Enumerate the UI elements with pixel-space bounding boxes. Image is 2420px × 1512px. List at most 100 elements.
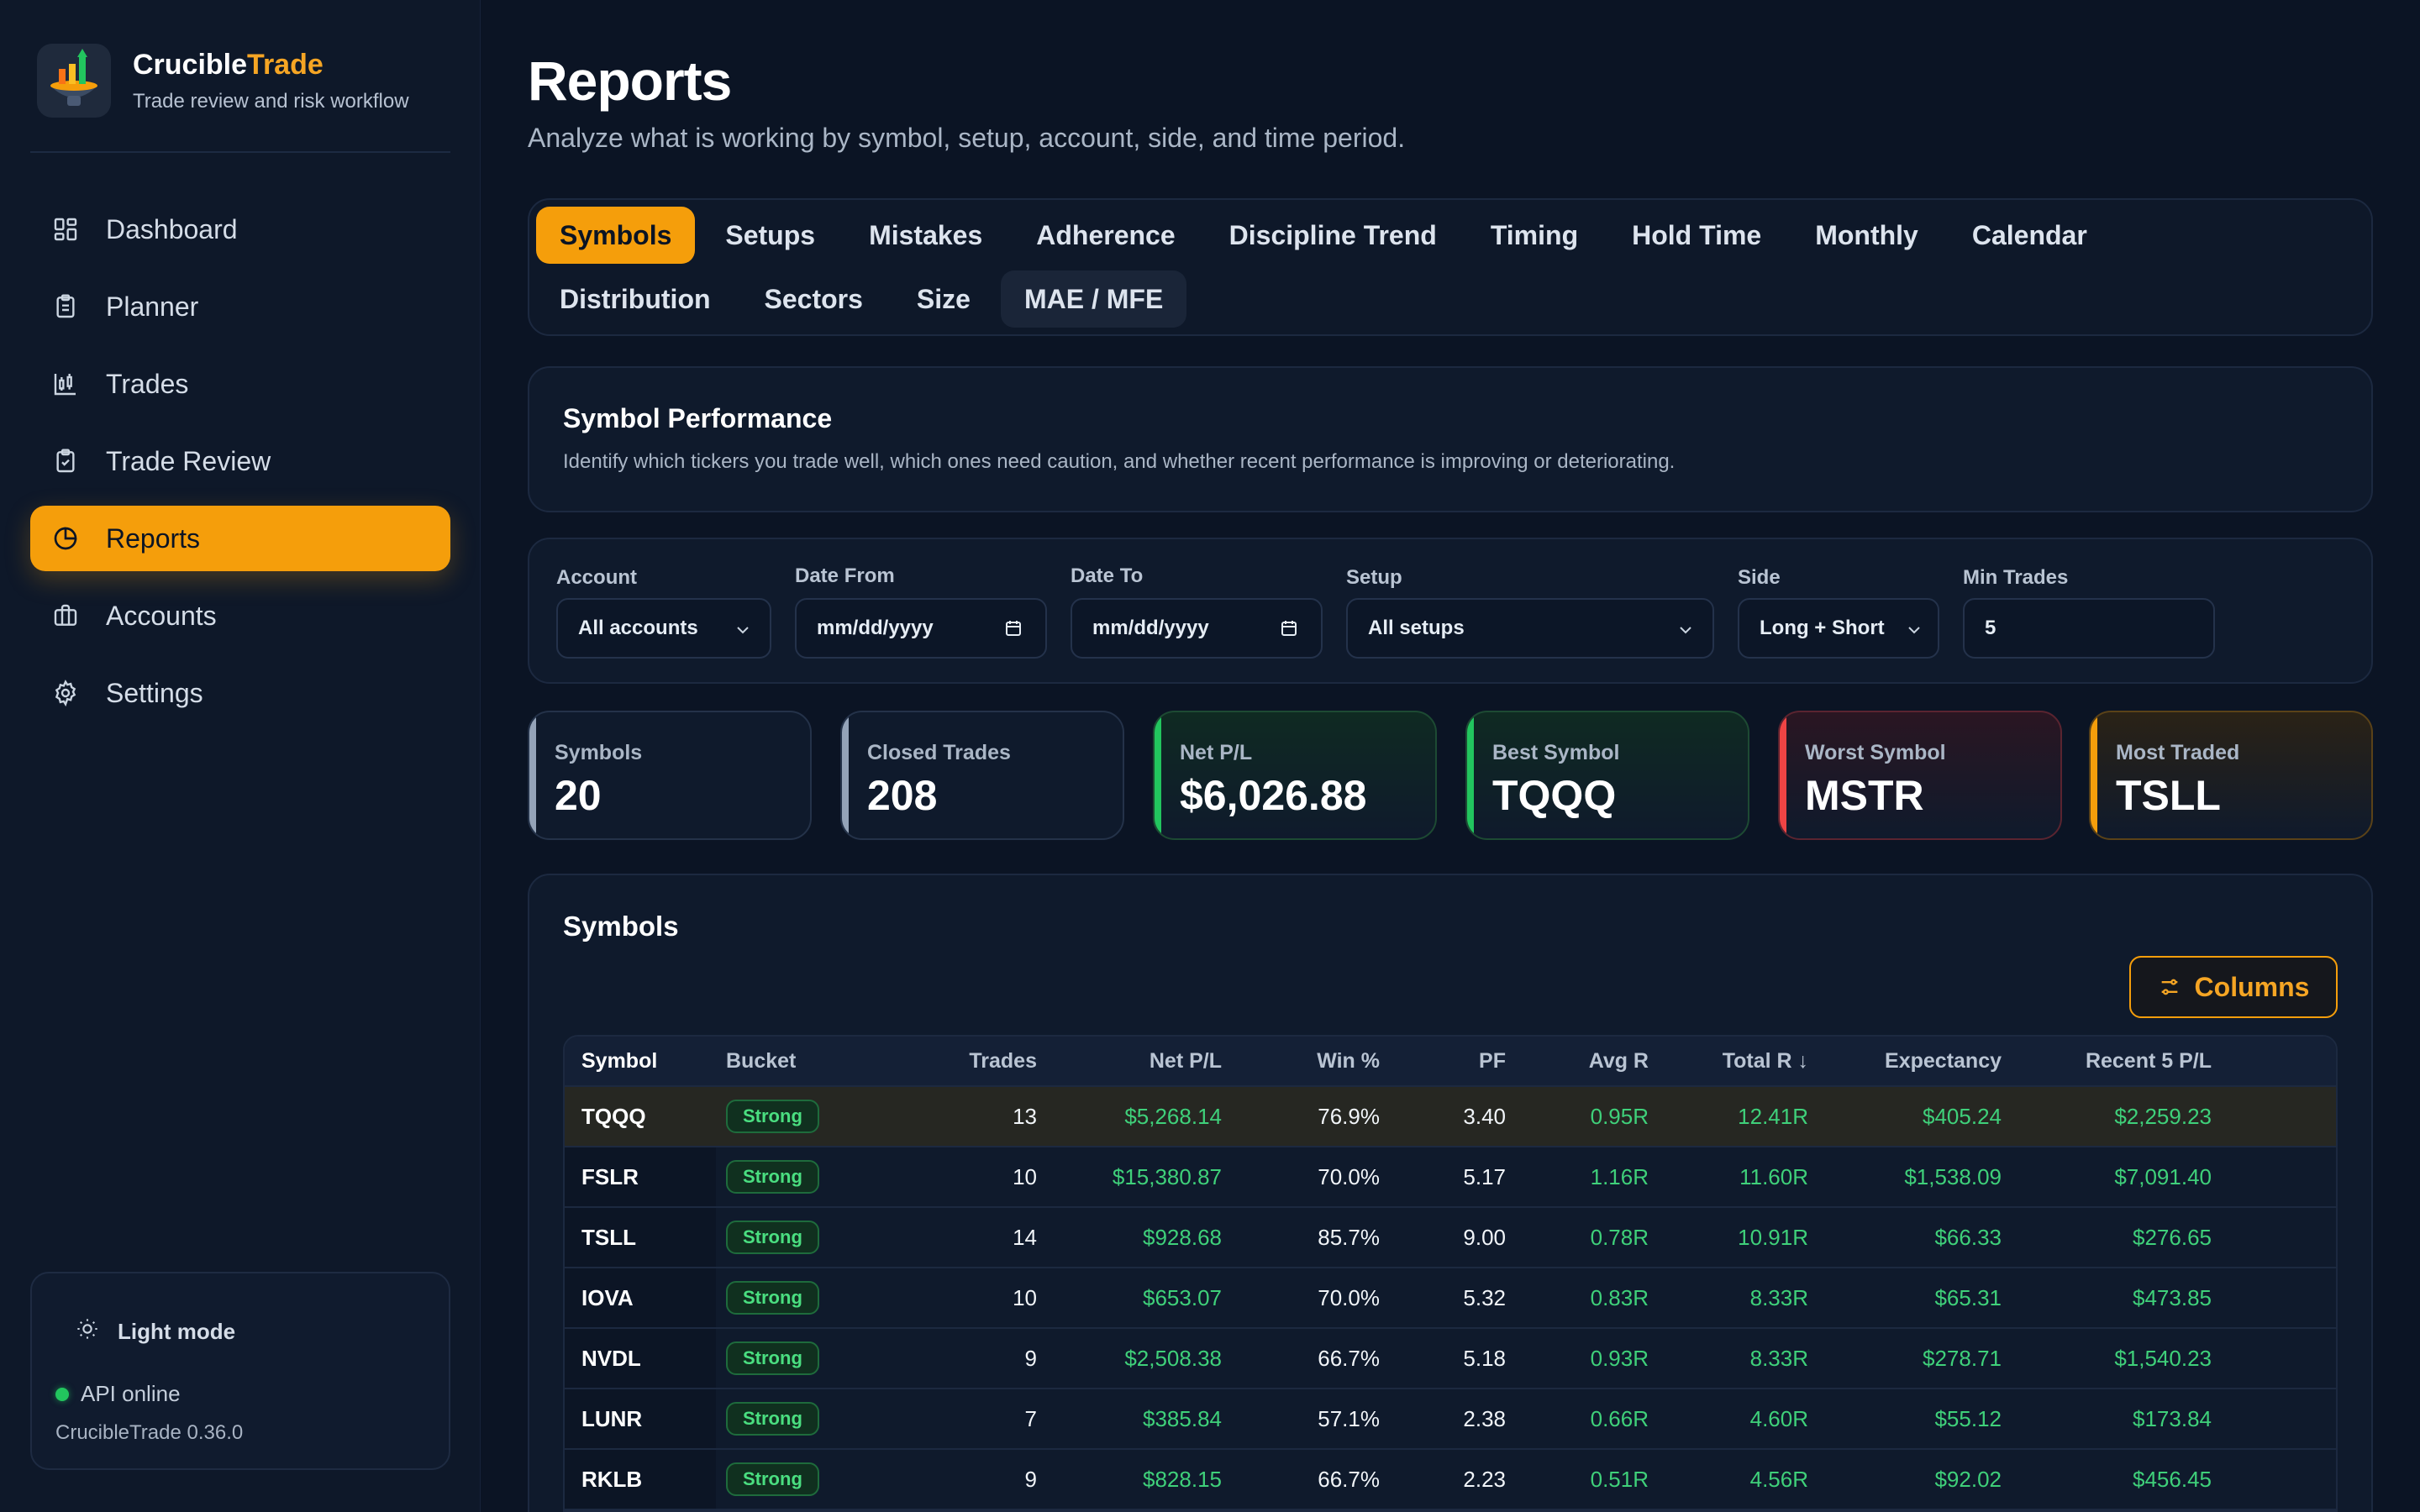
table-row[interactable]: IOVA Strong 10 $653.07 70.0% 5.32 0.83R … [565, 1268, 2336, 1329]
filters-card: Account All accounts Date From mm/dd/yyy… [528, 538, 2373, 684]
stat-label: Symbols [555, 741, 643, 764]
tab-discipline-trend[interactable]: Discipline Trend [1228, 219, 1437, 250]
cell-bucket: Strong [716, 1221, 924, 1254]
min-trades-input[interactable]: 5 [1963, 598, 2215, 659]
col-recent-5-pl[interactable]: Recent 5 P/L [2085, 1048, 2212, 1073]
col-symbol[interactable]: Symbol [581, 1048, 658, 1073]
tab-mae-mfe[interactable]: MAE / MFE [1000, 270, 1187, 328]
sidebar-item-settings[interactable]: Settings [30, 660, 450, 726]
date-from-filter: Date From mm/dd/yyyy [795, 564, 1047, 659]
sidebar-item-label: Reports [106, 522, 201, 554]
sidebar-item-label: Settings [106, 677, 203, 708]
page-subtitle: Analyze what is working by symbol, setup… [528, 123, 1406, 153]
accent-bar [1467, 712, 1474, 838]
tab-hold-time[interactable]: Hold Time [1632, 219, 1762, 250]
calendar-icon [1279, 618, 1299, 644]
cell-bucket: Strong [716, 1402, 924, 1436]
status-dot-icon [55, 1387, 69, 1401]
brand-name: CrucibleTrade [133, 48, 324, 81]
cell-win-pct: 66.7% [1318, 1466, 1380, 1492]
cell-net-pl: $15,380.87 [1112, 1163, 1222, 1189]
stat-card-best-symbol: Best Symbol TQQQ [1465, 711, 1749, 840]
dashboard-icon [50, 214, 81, 244]
tab-monthly[interactable]: Monthly [1815, 219, 1918, 250]
cell-pf: 3.40 [1463, 1103, 1506, 1129]
setup-select[interactable]: All setups [1346, 598, 1714, 659]
cell-win-pct: 70.0% [1318, 1284, 1380, 1310]
table-row[interactable]: FSLR Strong 10 $15,380.87 70.0% 5.17 1.1… [565, 1147, 2336, 1208]
tab-calendar[interactable]: Calendar [1971, 219, 2087, 250]
tab-sectors[interactable]: Sectors [764, 283, 863, 314]
stat-label: Best Symbol [1492, 741, 1620, 764]
app-version: CrucibleTrade 0.36.0 [55, 1421, 244, 1444]
columns-button[interactable]: Columns [2129, 956, 2338, 1018]
symbol-performance-card: Symbol Performance Identify which ticker… [528, 366, 2373, 512]
table-row[interactable]: RKLB Strong 9 $828.15 66.7% 2.23 0.51R 4… [565, 1450, 2336, 1510]
tab-setups[interactable]: Setups [725, 219, 816, 250]
table-row[interactable]: NVDL Strong 9 $2,508.38 66.7% 5.18 0.93R… [565, 1329, 2336, 1389]
setup-filter: Setup All setups [1346, 564, 1714, 659]
cell-trades: 10 [1013, 1284, 1037, 1310]
tab-symbols[interactable]: Symbols [536, 207, 696, 264]
col-expectancy[interactable]: Expectancy [1885, 1048, 2002, 1073]
table-header: Symbol Bucket Trades Net P/L Win % PF Av… [565, 1037, 2336, 1087]
status-badge: Strong [726, 1341, 819, 1375]
col-avg-r[interactable]: Avg R [1588, 1048, 1649, 1073]
cell-win-pct: 57.1% [1318, 1405, 1380, 1431]
cell-trades: 7 [1024, 1405, 1037, 1431]
side-filter: Side Long + Short [1738, 564, 1939, 659]
cell-expectancy: $92.02 [1934, 1466, 2002, 1492]
stat-card-net-pl: Net P/L $6,026.88 [1153, 711, 1437, 840]
chevron-down-icon [1676, 620, 1696, 646]
sidebar: CrucibleTrade Trade review and risk work… [0, 0, 481, 1512]
stat-card-closed-trades: Closed Trades 208 [840, 711, 1124, 840]
col-bucket[interactable]: Bucket [726, 1048, 797, 1073]
tab-timing[interactable]: Timing [1490, 219, 1579, 250]
cell-net-pl: $653.07 [1143, 1284, 1222, 1310]
tab-mistakes[interactable]: Mistakes [869, 219, 983, 250]
tab-adherence[interactable]: Adherence [1036, 219, 1176, 250]
col-pf[interactable]: PF [1479, 1048, 1506, 1073]
col-net-pl[interactable]: Net P/L [1149, 1048, 1222, 1073]
col-win-pct[interactable]: Win % [1317, 1048, 1380, 1073]
date-from-input[interactable]: mm/dd/yyyy [795, 598, 1047, 659]
sidebar-item-accounts[interactable]: Accounts [30, 583, 450, 648]
cell-net-pl: $385.84 [1143, 1405, 1222, 1431]
account-select[interactable]: All accounts [556, 598, 771, 659]
cell-recent-5-pl: $7,091.40 [2114, 1163, 2212, 1189]
table-row[interactable]: TSLL Strong 14 $928.68 85.7% 9.00 0.78R … [565, 1208, 2336, 1268]
cell-net-pl: $2,508.38 [1124, 1345, 1222, 1371]
cell-symbol: FSLR [565, 1147, 716, 1206]
sidebar-item-reports[interactable]: Reports [30, 506, 450, 571]
cell-total-r: 8.33R [1749, 1345, 1808, 1371]
api-status-label: API online [81, 1381, 181, 1406]
col-trades[interactable]: Trades [969, 1048, 1037, 1073]
candlestick-icon [50, 369, 81, 399]
brand[interactable]: CrucibleTrade Trade review and risk work… [37, 44, 409, 118]
cell-win-pct: 76.9% [1318, 1103, 1380, 1129]
cell-pf: 5.18 [1463, 1345, 1506, 1371]
table-row[interactable]: LUNR Strong 7 $385.84 57.1% 2.38 0.66R 4… [565, 1389, 2336, 1450]
cell-avg-r: 0.83R [1590, 1284, 1649, 1310]
tab-distribution[interactable]: Distribution [560, 283, 711, 314]
light-mode-toggle[interactable]: Light mode [76, 1317, 235, 1347]
clipboard-check-icon [50, 446, 81, 476]
tab-size[interactable]: Size [916, 283, 971, 314]
cell-avg-r: 0.51R [1590, 1466, 1649, 1492]
table-row[interactable]: TQQQ Strong 13 $5,268.14 76.9% 3.40 0.95… [565, 1087, 2336, 1147]
cell-avg-r: 0.93R [1590, 1345, 1649, 1371]
side-select[interactable]: Long + Short [1738, 598, 1939, 659]
cell-pf: 2.23 [1463, 1466, 1506, 1492]
sidebar-item-trade-review[interactable]: Trade Review [30, 428, 450, 494]
min-trades-filter: Min Trades 5 [1963, 564, 2215, 659]
sidebar-item-planner[interactable]: Planner [30, 274, 450, 339]
col-total-r[interactable]: Total R ↓ [1722, 1048, 1808, 1073]
cell-avg-r: 0.66R [1590, 1405, 1649, 1431]
sidebar-item-dashboard[interactable]: Dashboard [30, 197, 450, 262]
brand-tagline: Trade review and risk workflow [133, 89, 409, 113]
sidebar-item-trades[interactable]: Trades [30, 351, 450, 417]
date-to-input[interactable]: mm/dd/yyyy [1071, 598, 1323, 659]
cell-avg-r: 0.78R [1590, 1224, 1649, 1250]
cell-win-pct: 66.7% [1318, 1345, 1380, 1371]
cell-net-pl: $928.68 [1143, 1224, 1222, 1250]
